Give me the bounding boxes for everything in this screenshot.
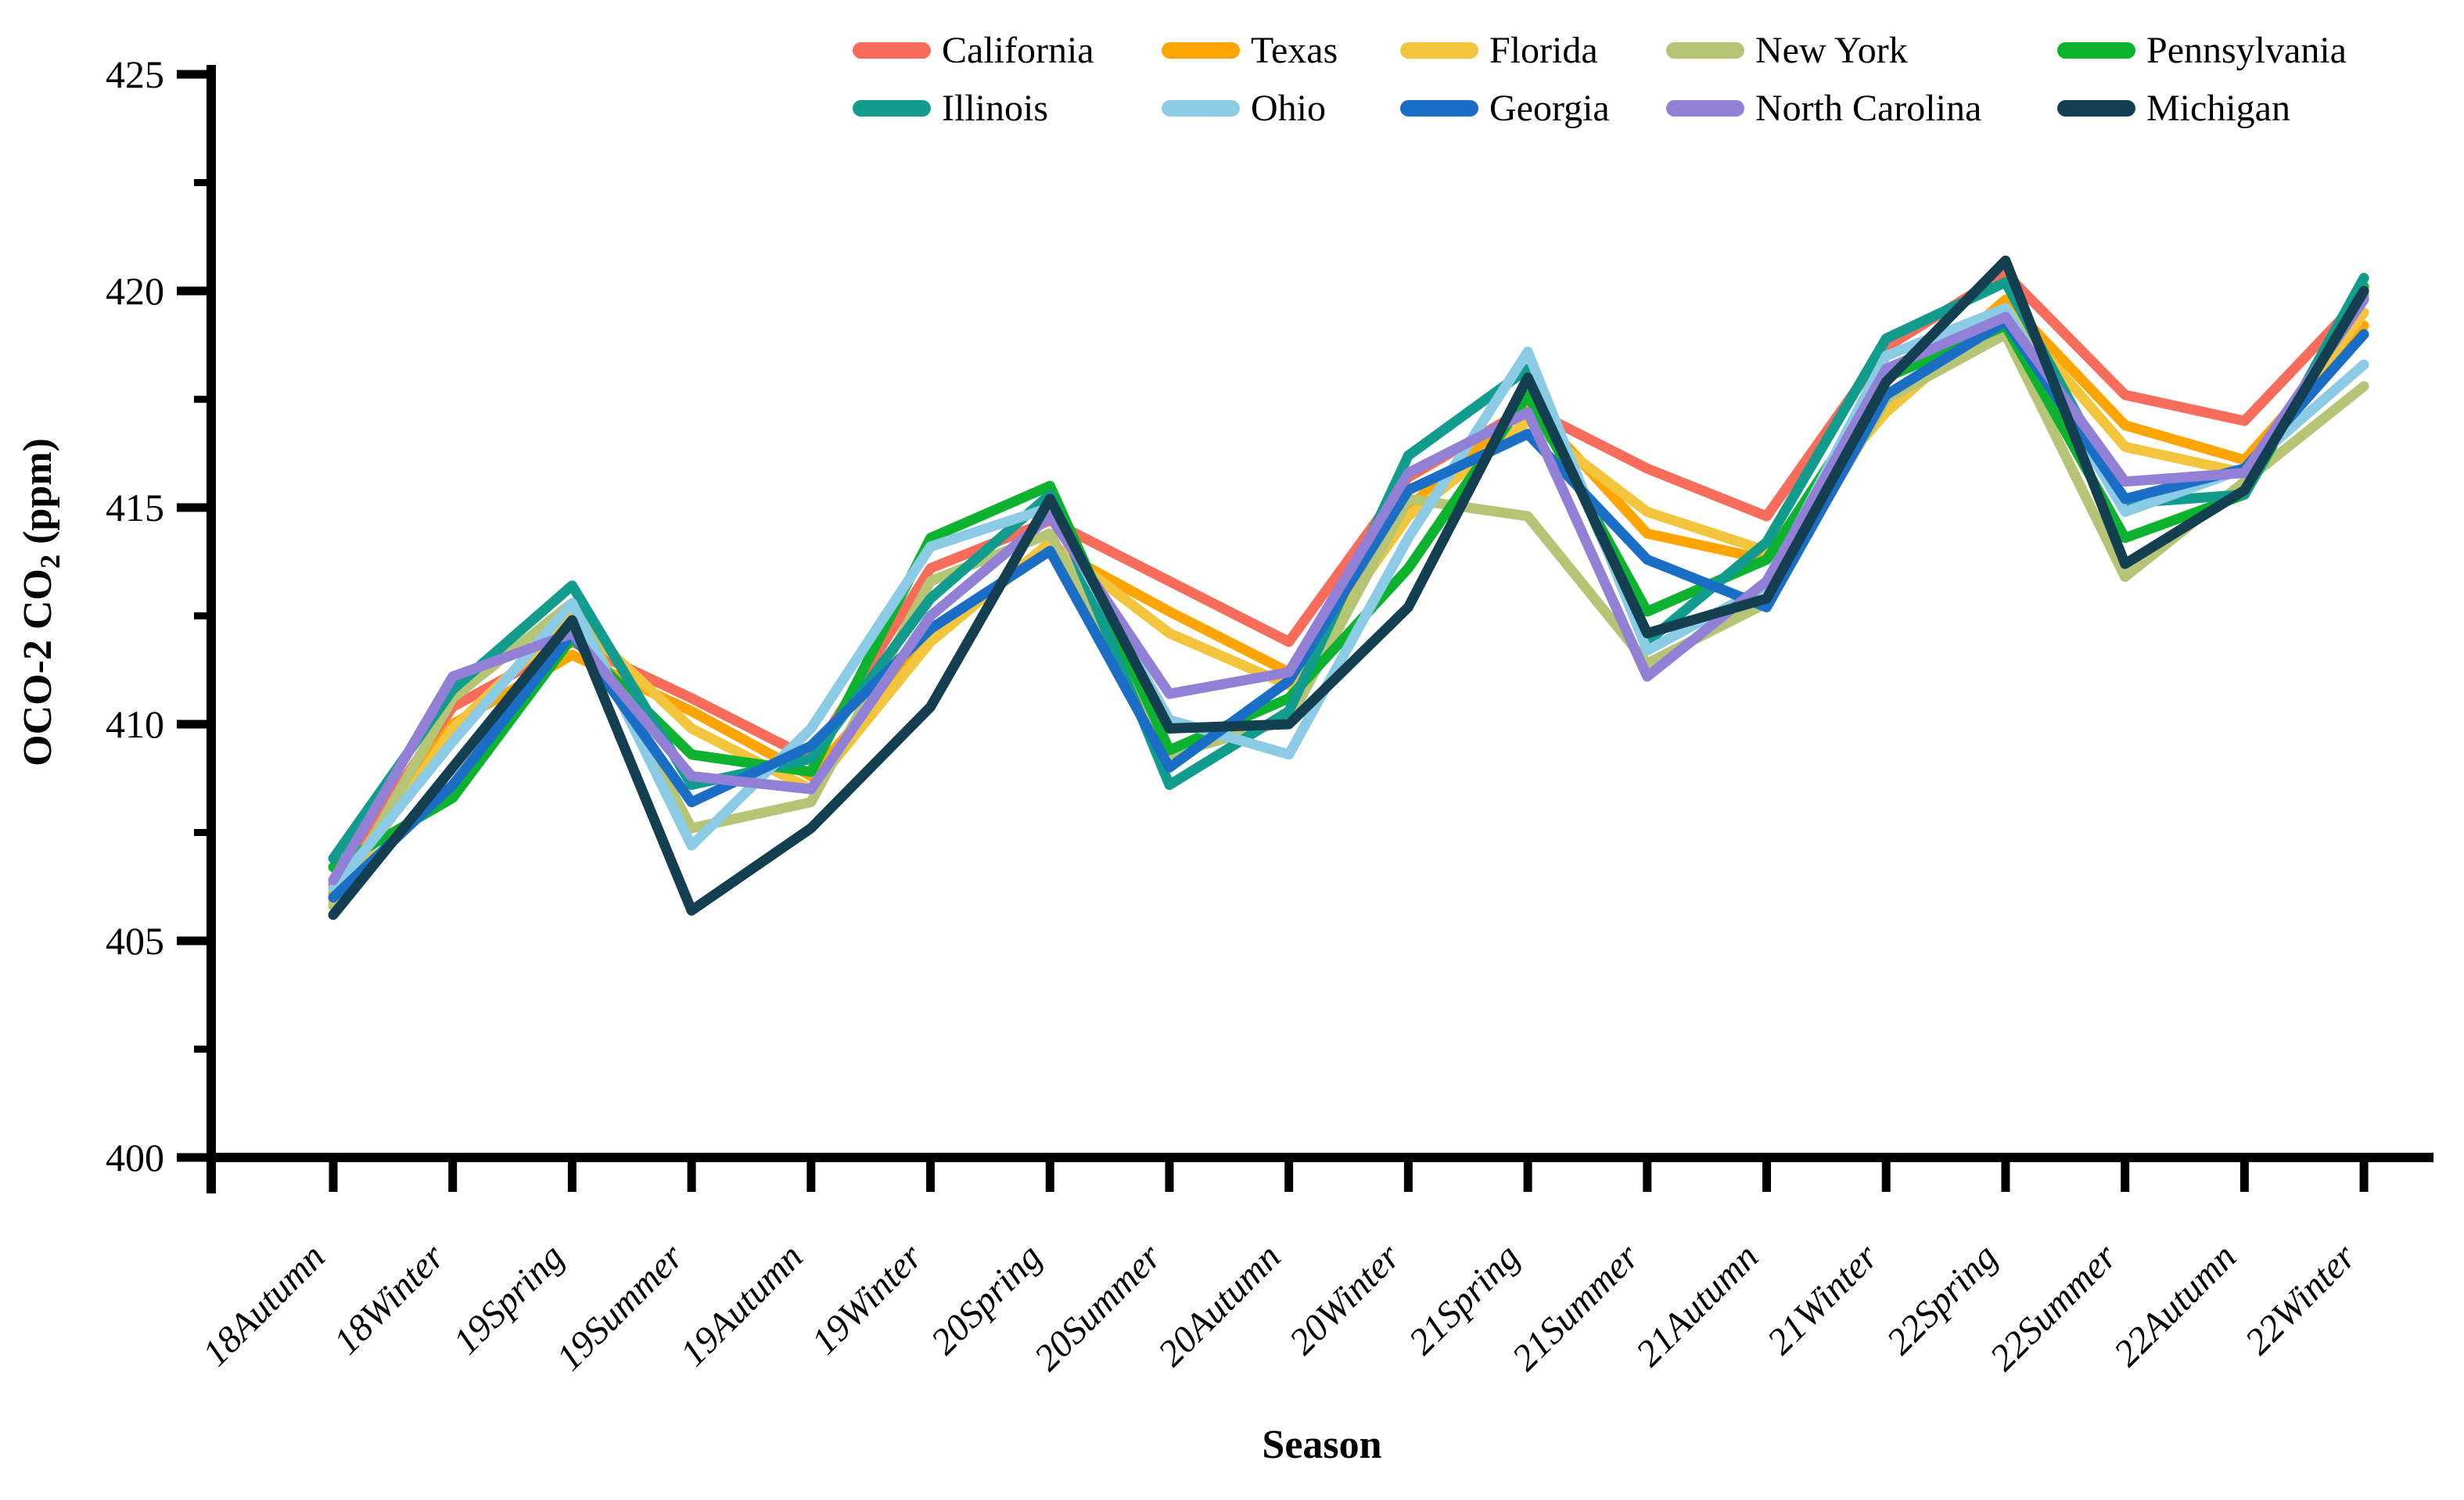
y-tick-label-410: 410 (106, 702, 164, 746)
y-axis-title-subscript: 2 (34, 554, 66, 569)
series-line-new-york (328, 328, 2369, 912)
y-tick-label-405: 405 (106, 919, 164, 963)
x-tick-label-22Summer: 22Summer (1982, 1236, 2125, 1379)
y-minor-tick-412.5 (194, 612, 211, 619)
legend-label-florida: Florida (1489, 29, 1598, 71)
x-tick-label-19Summer: 19Summer (548, 1236, 691, 1379)
chart-legend: California Texas Florida New York Pennsylvan… (0, 0, 2464, 156)
legend-label-north-carolina: North Carolina (1755, 87, 1982, 129)
x-tick-label-20Summer: 20Summer (1026, 1236, 1169, 1379)
x-tick-label-18Winter: 18Winter (326, 1236, 453, 1362)
x-tick-19Summer (687, 1157, 696, 1192)
y-tick-410 (177, 719, 211, 729)
x-tick-20Autumn (1284, 1157, 1294, 1192)
legend-swatch-illinois (853, 99, 931, 117)
x-tick-label-21Autumn: 21Autumn (1628, 1236, 1766, 1374)
legend-label-ohio: Ohio (1251, 87, 1326, 129)
x-tick-18Autumn (329, 1157, 338, 1192)
legend-item-florida: Florida (1400, 28, 1598, 72)
y-tick-415 (177, 503, 211, 512)
x-tick-label-19Autumn: 19Autumn (673, 1236, 811, 1374)
x-tick-21Winter (1881, 1157, 1891, 1192)
x-tick-label-21Winter: 21Winter (1759, 1236, 1886, 1362)
x-tick-19Autumn (806, 1157, 816, 1192)
legend-item-california: California (853, 28, 1094, 72)
y-minor-tick-407.5 (194, 829, 211, 836)
legend-label-california: California (942, 29, 1094, 71)
x-tick-label-19Winter: 19Winter (803, 1236, 930, 1362)
y-axis-title: OCO-2 CO2 (ppm) (15, 438, 66, 766)
legend-item-pennsylvania: Pennsylvania (2057, 28, 2347, 72)
y-tick-label-420: 420 (106, 269, 164, 313)
legend-swatch-texas (1162, 41, 1240, 59)
x-tick-19Spring (567, 1157, 576, 1192)
legend-item-michigan: Michigan (2057, 86, 2290, 130)
legend-item-north-carolina: North Carolina (1666, 86, 1981, 130)
x-tick-label-22Autumn: 22Autumn (2106, 1236, 2244, 1374)
x-tick-22Winter (2359, 1157, 2369, 1192)
y-tick-425 (177, 70, 211, 79)
legend-label-new-york: New York (1755, 29, 1908, 71)
series-line-pennsylvania (328, 282, 2369, 873)
x-tick-22Spring (2001, 1157, 2010, 1192)
x-tick-20Winter (1403, 1157, 1413, 1192)
x-tick-19Winter (926, 1157, 936, 1192)
y-tick-label-400: 400 (106, 1136, 164, 1179)
x-tick-label-18Autumn: 18Autumn (195, 1236, 333, 1374)
y-axis-spine (207, 65, 216, 1193)
x-tick-label-22Winter: 22Winter (2237, 1236, 2364, 1362)
legend-label-texas: Texas (1251, 29, 1338, 71)
legend-label-pennsylvania: Pennsylvania (2146, 29, 2347, 71)
y-tick-label-425: 425 (106, 52, 164, 96)
x-tick-20Summer (1165, 1157, 1174, 1192)
y-tick-420 (177, 286, 211, 296)
legend-swatch-california (853, 41, 931, 59)
x-tick-21Spring (1523, 1157, 1532, 1192)
y-axis-title-text: OCO-2 CO (15, 569, 60, 766)
x-tick-22Summer (2121, 1157, 2130, 1192)
y-tick-400 (177, 1153, 211, 1162)
legend-item-georgia: Georgia (1400, 86, 1610, 130)
x-tick-label-21Spring: 21Spring (1401, 1236, 1528, 1362)
x-tick-label-22Spring: 22Spring (1879, 1236, 2006, 1362)
y-minor-tick-402.5 (194, 1046, 211, 1053)
x-tick-21Autumn (1762, 1157, 1772, 1192)
y-tick-label-415: 415 (106, 486, 164, 529)
series-line-california (328, 268, 2369, 890)
x-tick-label-20Autumn: 20Autumn (1150, 1236, 1288, 1374)
legend-item-ohio: Ohio (1162, 86, 1326, 130)
x-axis-spine (207, 1153, 2433, 1162)
legend-swatch-ohio (1162, 99, 1240, 117)
y-axis-title-units: (ppm) (15, 438, 60, 554)
legend-item-illinois: Illinois (853, 86, 1048, 130)
legend-swatch-north-carolina (1666, 99, 1744, 117)
x-axis-title: Season (1262, 1423, 1382, 1467)
x-tick-18Winter (448, 1157, 458, 1192)
x-tick-origin (207, 1157, 216, 1192)
series-line-north-carolina (328, 294, 2369, 885)
x-tick-label-19Spring: 19Spring (445, 1236, 572, 1362)
legend-swatch-new-york (1666, 41, 1744, 59)
legend-swatch-pennsylvania (2057, 41, 2135, 59)
y-tick-405 (177, 936, 211, 946)
x-tick-label-21Summer: 21Summer (1504, 1236, 1647, 1379)
legend-item-texas: Texas (1162, 28, 1338, 72)
x-tick-label-20Winter: 20Winter (1281, 1236, 1408, 1362)
legend-label-illinois: Illinois (942, 87, 1049, 129)
series-line-michigan (328, 255, 2369, 920)
legend-label-michigan: Michigan (2146, 87, 2290, 129)
x-tick-20Spring (1045, 1157, 1054, 1192)
y-minor-tick-417.5 (194, 396, 211, 403)
x-tick-label-20Spring: 20Spring (923, 1236, 1050, 1362)
legend-label-georgia: Georgia (1489, 87, 1610, 129)
legend-swatch-florida (1400, 41, 1478, 59)
x-tick-22Autumn (2240, 1157, 2249, 1192)
legend-item-new-york: New York (1666, 28, 1908, 72)
y-minor-tick-422.5 (194, 179, 211, 186)
x-tick-21Summer (1643, 1157, 1652, 1192)
legend-swatch-georgia (1400, 99, 1478, 117)
legend-swatch-michigan (2057, 99, 2135, 117)
